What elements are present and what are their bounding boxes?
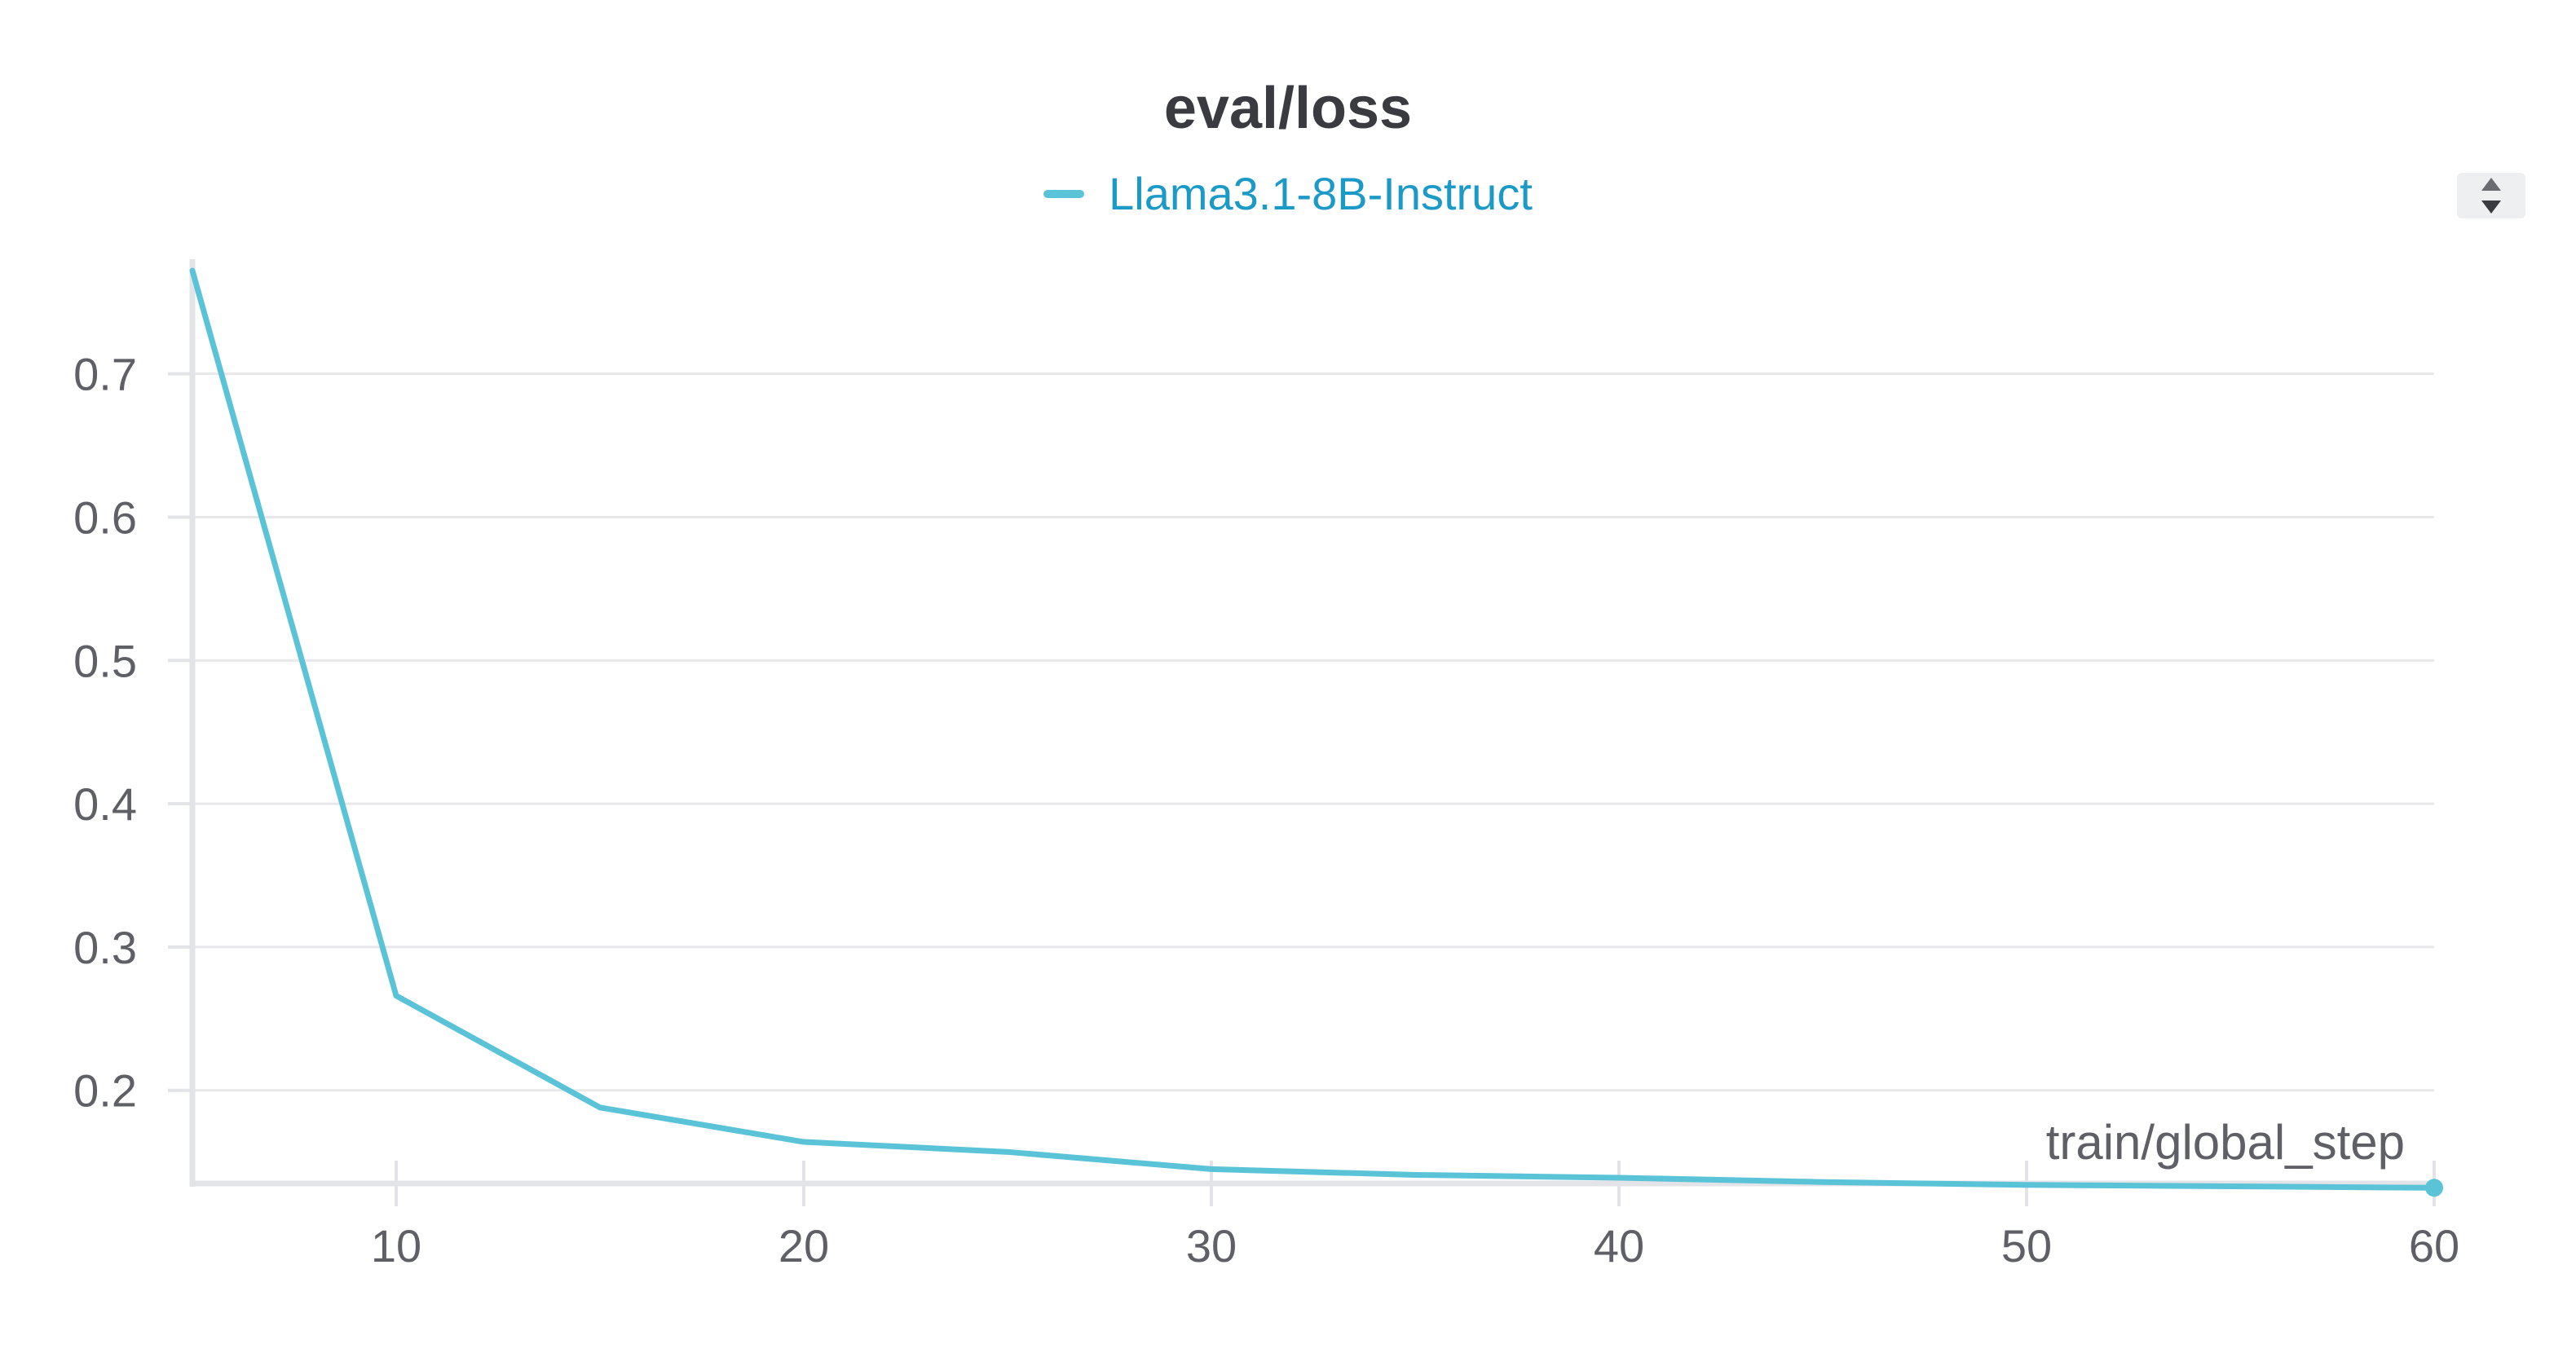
x-tick-label: 60 — [2409, 1220, 2459, 1271]
y-tick-label: 0.5 — [73, 635, 137, 686]
x-tick-label: 50 — [2001, 1220, 2052, 1271]
y-tick-label: 0.7 — [73, 349, 137, 400]
legend: Llama3.1-8B-Instruct — [0, 167, 2576, 220]
series-line — [189, 267, 2437, 1191]
y-tick-label: 0.6 — [73, 491, 137, 543]
up-down-arrows-icon — [2481, 178, 2501, 214]
x-tick-label: 30 — [1186, 1220, 1237, 1271]
y-tick-label: 0.2 — [73, 1065, 137, 1117]
legend-swatch — [1043, 189, 1085, 198]
x-axis-label: train/global_step — [2046, 1115, 2405, 1170]
y-tick-label: 0.3 — [73, 922, 137, 973]
x-tick-label: 10 — [371, 1220, 421, 1271]
x-tick-label: 20 — [779, 1220, 829, 1271]
chart-title: eval/loss — [1163, 76, 1413, 141]
legend-label[interactable]: Llama3.1-8B-Instruct — [1109, 168, 1533, 219]
legend-scroll-button[interactable] — [2457, 173, 2525, 218]
series-end-point — [2425, 1179, 2443, 1197]
x-tick-label: 40 — [1594, 1220, 1644, 1271]
y-tick-label: 0.4 — [73, 778, 137, 830]
